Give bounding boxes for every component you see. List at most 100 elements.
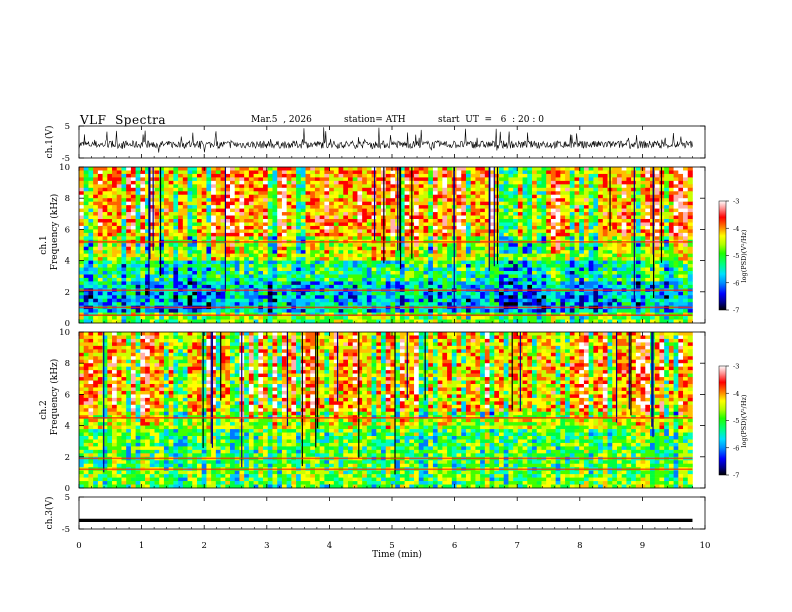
spectrogram-cell: [163, 225, 169, 230]
spectrogram-cell: [154, 184, 160, 189]
spectrogram-cell: [470, 184, 476, 189]
spectrogram-cell: [579, 236, 585, 241]
spectrogram-cell: [583, 222, 589, 227]
spectrogram-cell: [196, 243, 202, 248]
spectrogram-cell: [404, 215, 410, 220]
spectrogram-cell: [499, 253, 505, 258]
spectrogram-cell: [565, 250, 571, 254]
spectrogram-cell: [517, 267, 523, 272]
spectrogram-cell: [154, 302, 160, 306]
spectrogram-cell: [494, 319, 500, 324]
spectrogram-cell: [513, 236, 519, 241]
spectrogram-cell: [484, 229, 490, 234]
spectrogram-cell: [357, 284, 363, 289]
spectrogram-cell: [513, 243, 519, 248]
spectrogram-cell: [437, 219, 443, 223]
spectrogram-cell: [230, 302, 236, 306]
spectrogram-cell: [196, 302, 202, 306]
spectrogram-cell: [173, 309, 179, 313]
spectrogram-cell: [442, 271, 448, 275]
spectrogram-cell: [310, 253, 316, 258]
spectrogram-cell: [517, 194, 523, 199]
spectrogram-cell: [574, 184, 580, 189]
spectrogram-cell: [159, 170, 165, 175]
spectrogram-cell: [532, 281, 538, 286]
spectrogram-cell: [343, 274, 349, 279]
spectrogram-cell: [461, 212, 467, 216]
spectrogram-cell: [343, 201, 349, 206]
spectrogram-cell: [112, 225, 118, 230]
spectrogram-cell: [79, 271, 85, 275]
spectrogram-cell: [267, 253, 273, 258]
spectrogram-cell: [310, 194, 316, 199]
spectrogram-cell: [522, 212, 528, 216]
spectrogram-cell: [579, 257, 585, 261]
spectrogram-cell: [159, 205, 165, 209]
spectrogram-cell: [206, 274, 212, 279]
spectrogram-cell: [565, 173, 571, 178]
spectrogram-cell: [196, 184, 202, 189]
spectrogram-cell: [371, 281, 377, 286]
spectrogram-cell: [272, 177, 278, 182]
spectrogram-cell: [475, 302, 481, 306]
spectrogram-cell: [182, 291, 188, 296]
spectrogram-cell: [395, 264, 401, 268]
spectrogram-cell: [522, 232, 528, 237]
spectrogram-cell: [414, 284, 420, 289]
spectrogram-cell: [93, 284, 99, 289]
spectrogram-cell: [248, 281, 254, 286]
spectrogram-cell: [517, 253, 523, 258]
spectrogram-cell: [347, 277, 354, 282]
spectrogram-cell: [173, 177, 179, 182]
spectrogram-cell: [79, 243, 85, 248]
spectrogram-cell: [598, 253, 604, 258]
spectrogram-cell: [546, 219, 552, 223]
spectrogram-cell: [390, 194, 396, 199]
spectrogram-cell: [532, 295, 538, 300]
spectrogram-cell: [347, 316, 354, 320]
spectrogram-cell: [541, 177, 547, 182]
spectrogram-cell: [135, 302, 141, 306]
spectrogram-cell: [244, 236, 250, 241]
spectrogram-cell: [550, 222, 556, 227]
spectrogram-cell: [432, 298, 438, 303]
spectrogram-cell: [390, 236, 396, 241]
spectrogram-cell: [286, 180, 292, 185]
spectrogram-cell: [550, 194, 556, 199]
spectrogram-cell: [395, 302, 401, 306]
spectrogram-cell: [541, 284, 547, 289]
spectrogram-cell: [357, 274, 363, 279]
spectrogram-cell: [565, 264, 571, 268]
spectrogram-cell: [116, 271, 122, 275]
spectrogram-cell: [428, 180, 434, 185]
spectrogram-cell: [428, 187, 434, 192]
spectrogram-cell: [258, 274, 264, 279]
spectrogram-cell: [239, 246, 245, 251]
spectrogram-cell: [442, 277, 448, 282]
spectrogram-cell: [267, 274, 273, 279]
spectrogram-cell: [107, 208, 113, 213]
spectrogram-cell: [130, 319, 136, 324]
spectrogram-cell: [366, 243, 372, 248]
spectrogram-cell: [121, 253, 127, 258]
spectrogram-cell: [244, 295, 250, 300]
spectrogram-cell: [163, 257, 169, 261]
spectrogram-cell: [154, 267, 160, 272]
spectrogram-cell: [93, 274, 99, 279]
spectrogram-cell: [239, 295, 245, 300]
spectrogram-cell: [593, 302, 599, 306]
spectrogram-cell: [88, 302, 94, 306]
spectrogram-cell: [88, 208, 94, 213]
spectrogram-cell: [135, 180, 141, 185]
spectrogram-cell: [343, 205, 349, 209]
spectrogram-cell: [206, 225, 212, 230]
spectrogram-cell: [461, 298, 467, 303]
spectrogram-cell: [532, 264, 538, 268]
spectrogram-cell: [135, 316, 141, 320]
spectrogram-cell: [517, 222, 523, 227]
spectrogram-cell: [173, 298, 179, 303]
spectrogram-cell: [371, 284, 377, 289]
spectrogram-cell: [102, 277, 108, 282]
spectrogram-cell: [239, 229, 245, 234]
